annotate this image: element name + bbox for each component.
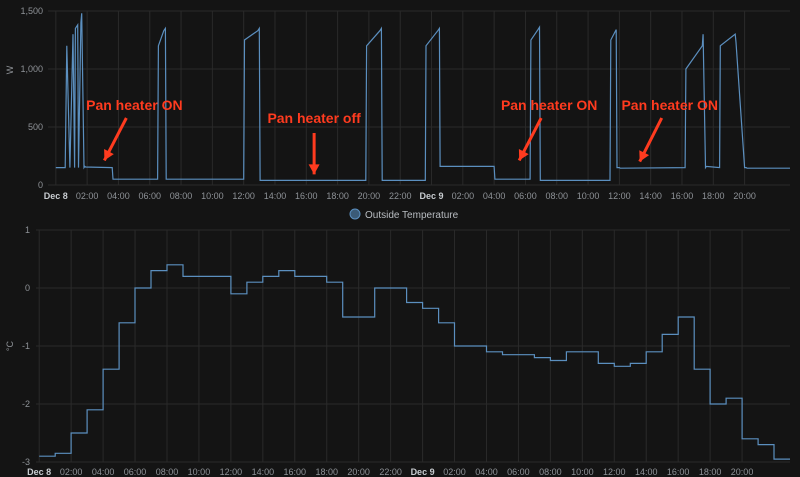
x-tick-label: 16:00 <box>295 191 318 201</box>
y-tick-label: 0 <box>25 283 30 293</box>
x-tick-label: 20:00 <box>358 191 381 201</box>
x-tick-label: 02:00 <box>60 467 83 477</box>
x-tick-label: 12:00 <box>220 467 243 477</box>
power-series-line <box>55 13 790 181</box>
x-tick-label: 06:00 <box>138 191 161 201</box>
x-tick-label: 08:00 <box>539 467 562 477</box>
y-tick-label: -1 <box>22 341 30 351</box>
x-tick-label: 16:00 <box>667 467 690 477</box>
x-tick-label: 20:00 <box>347 467 370 477</box>
x-tick-label: 08:00 <box>156 467 179 477</box>
x-tick-label: 04:00 <box>107 191 130 201</box>
x-tick-label: 14:00 <box>635 467 658 477</box>
x-tick-label: 10:00 <box>571 467 594 477</box>
y-axis-unit: W <box>5 65 15 74</box>
annotation-arrow-head <box>639 150 650 162</box>
annotation-arrow-head <box>518 149 529 161</box>
x-tick-label: 16:00 <box>284 467 307 477</box>
y-tick-label: 1,500 <box>20 6 43 16</box>
x-tick-label: 10:00 <box>188 467 211 477</box>
x-tick-label: 14:00 <box>264 191 287 201</box>
y-axis-unit: °C <box>5 340 15 351</box>
x-tick-label: 16:00 <box>671 191 694 201</box>
x-tick-label: 18:00 <box>702 191 725 201</box>
x-tick-label: 02:00 <box>452 191 475 201</box>
x-tick-label: 04:00 <box>92 467 115 477</box>
x-tick-label: 06:00 <box>507 467 530 477</box>
annotation-arrow-head <box>308 164 320 175</box>
y-tick-label: 1 <box>25 225 30 235</box>
x-tick-label: 06:00 <box>514 191 537 201</box>
temperature-chart: -3 -2 -1 0 1 Dec 8 02:00 04:00 06:00 08:00 10:00 12… <box>5 225 790 477</box>
x-tick-label: 18:00 <box>699 467 722 477</box>
x-tick-label: 10:00 <box>201 191 224 201</box>
y-tick-label: -3 <box>22 457 30 467</box>
x-tick-label: 04:00 <box>483 191 506 201</box>
y-tick-label: 0 <box>38 180 43 190</box>
annotation-label: Pan heater ON <box>621 97 717 113</box>
legend[interactable]: Outside Temperature <box>349 208 459 221</box>
x-tick-label: 20:00 <box>733 191 756 201</box>
x-tick-label: Dec 9 <box>411 467 435 477</box>
x-tick-label: 06:00 <box>124 467 147 477</box>
x-tick-label: 14:00 <box>639 191 662 201</box>
legend-swatch <box>349 208 361 220</box>
x-tick-label: 14:00 <box>252 467 275 477</box>
annotation-arrow-head <box>104 149 114 161</box>
legend-label: Outside Temperature <box>365 210 459 221</box>
x-tick-label: 12:00 <box>232 191 255 201</box>
annotation-label: Pan heater ON <box>501 97 597 113</box>
x-tick-label: 04:00 <box>475 467 498 477</box>
x-tick-label: 08:00 <box>170 191 193 201</box>
x-tick-label: 22:00 <box>379 467 402 477</box>
x-tick-label: Dec 9 <box>420 191 444 201</box>
power-chart: 0 500 1,000 1,500 Dec 8 02:00 04:00 06:00 08:00 1… <box>5 6 790 201</box>
y-tick-label: -2 <box>22 399 30 409</box>
x-tick-label: 12:00 <box>603 467 626 477</box>
x-tick-label: 02:00 <box>443 467 466 477</box>
temperature-series-line <box>39 264 790 460</box>
x-tick-label: Dec 8 <box>27 467 51 477</box>
x-tick-label: Dec 8 <box>44 191 68 201</box>
x-tick-label: 10:00 <box>577 191 600 201</box>
annotation-label: Pan heater off <box>267 110 361 126</box>
x-tick-label: 22:00 <box>389 191 412 201</box>
x-tick-label: 18:00 <box>326 191 349 201</box>
x-tick-label: 20:00 <box>731 467 754 477</box>
x-tick-label: 12:00 <box>608 191 631 201</box>
y-tick-label: 1,000 <box>20 64 43 74</box>
annotation-label: Pan heater ON <box>86 97 182 113</box>
y-tick-label: 500 <box>28 122 43 132</box>
x-tick-label: 02:00 <box>76 191 99 201</box>
x-tick-label: 18:00 <box>315 467 338 477</box>
x-tick-label: 08:00 <box>545 191 568 201</box>
